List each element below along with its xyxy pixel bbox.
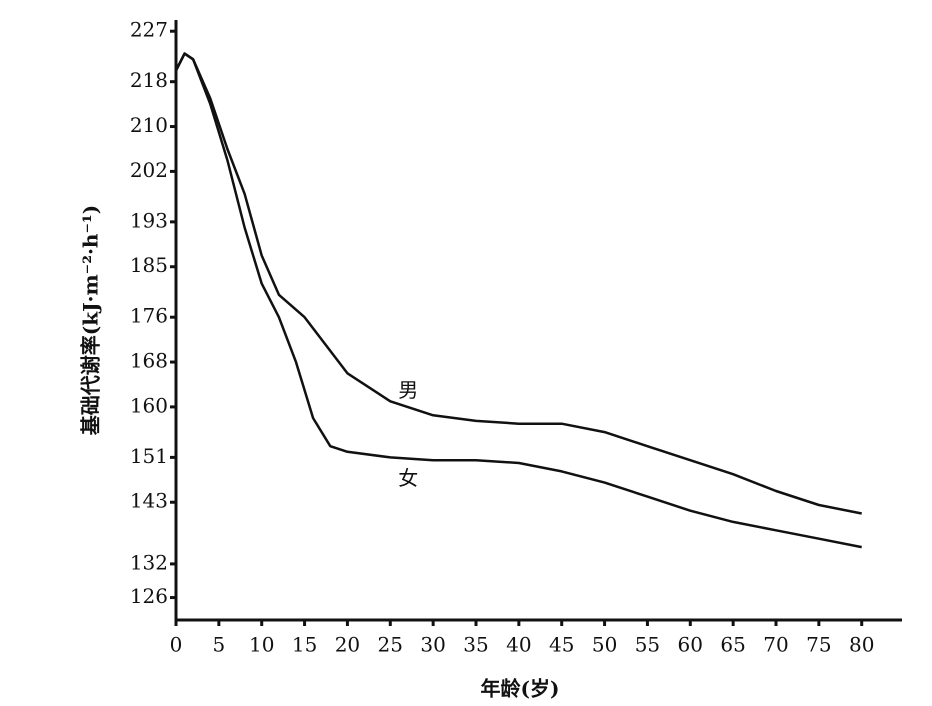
x-tick-label: 45	[549, 633, 574, 657]
x-tick-label: 20	[335, 633, 360, 657]
x-tick-label: 35	[463, 633, 488, 657]
x-tick-label: 30	[420, 633, 445, 657]
y-axis-label: 基础代谢率(kJ·m⁻²·h⁻¹)	[79, 205, 103, 436]
x-tick-label: 60	[678, 633, 703, 657]
x-tick-label: 70	[763, 633, 788, 657]
x-tick-label: 25	[378, 633, 403, 657]
y-tick-label: 202	[130, 158, 168, 182]
y-tick-label: 143	[130, 489, 168, 513]
y-tick-label: 126	[130, 584, 168, 608]
y-tick-label: 176	[130, 304, 168, 328]
series-line	[174, 52, 862, 549]
x-tick-label: 15	[292, 633, 317, 657]
series-line	[174, 52, 862, 515]
y-tick-label: 210	[130, 113, 168, 137]
y-tick-label: 151	[130, 444, 168, 468]
x-tick-label: 65	[720, 633, 745, 657]
series-label: 女	[398, 466, 418, 490]
x-tick-label: 0	[170, 633, 183, 657]
y-tick-label: 218	[130, 68, 168, 92]
x-tick-label: 55	[635, 633, 660, 657]
y-tick-label: 168	[130, 349, 168, 373]
x-tick-label: 5	[212, 633, 225, 657]
y-tick-label: 193	[130, 208, 168, 232]
series-label: 男	[398, 378, 418, 402]
x-tick-label: 50	[592, 633, 617, 657]
x-axis-label: 年龄(岁)	[481, 677, 560, 701]
y-tick-label: 185	[130, 253, 168, 277]
x-tick-label: 75	[806, 633, 831, 657]
y-tick-label: 227	[130, 18, 168, 42]
y-tick-label: 132	[130, 550, 168, 574]
y-tick-label: 160	[130, 393, 168, 417]
x-tick-label: 10	[249, 633, 274, 657]
x-tick-label: 80	[849, 633, 874, 657]
x-tick-label: 40	[506, 633, 531, 657]
